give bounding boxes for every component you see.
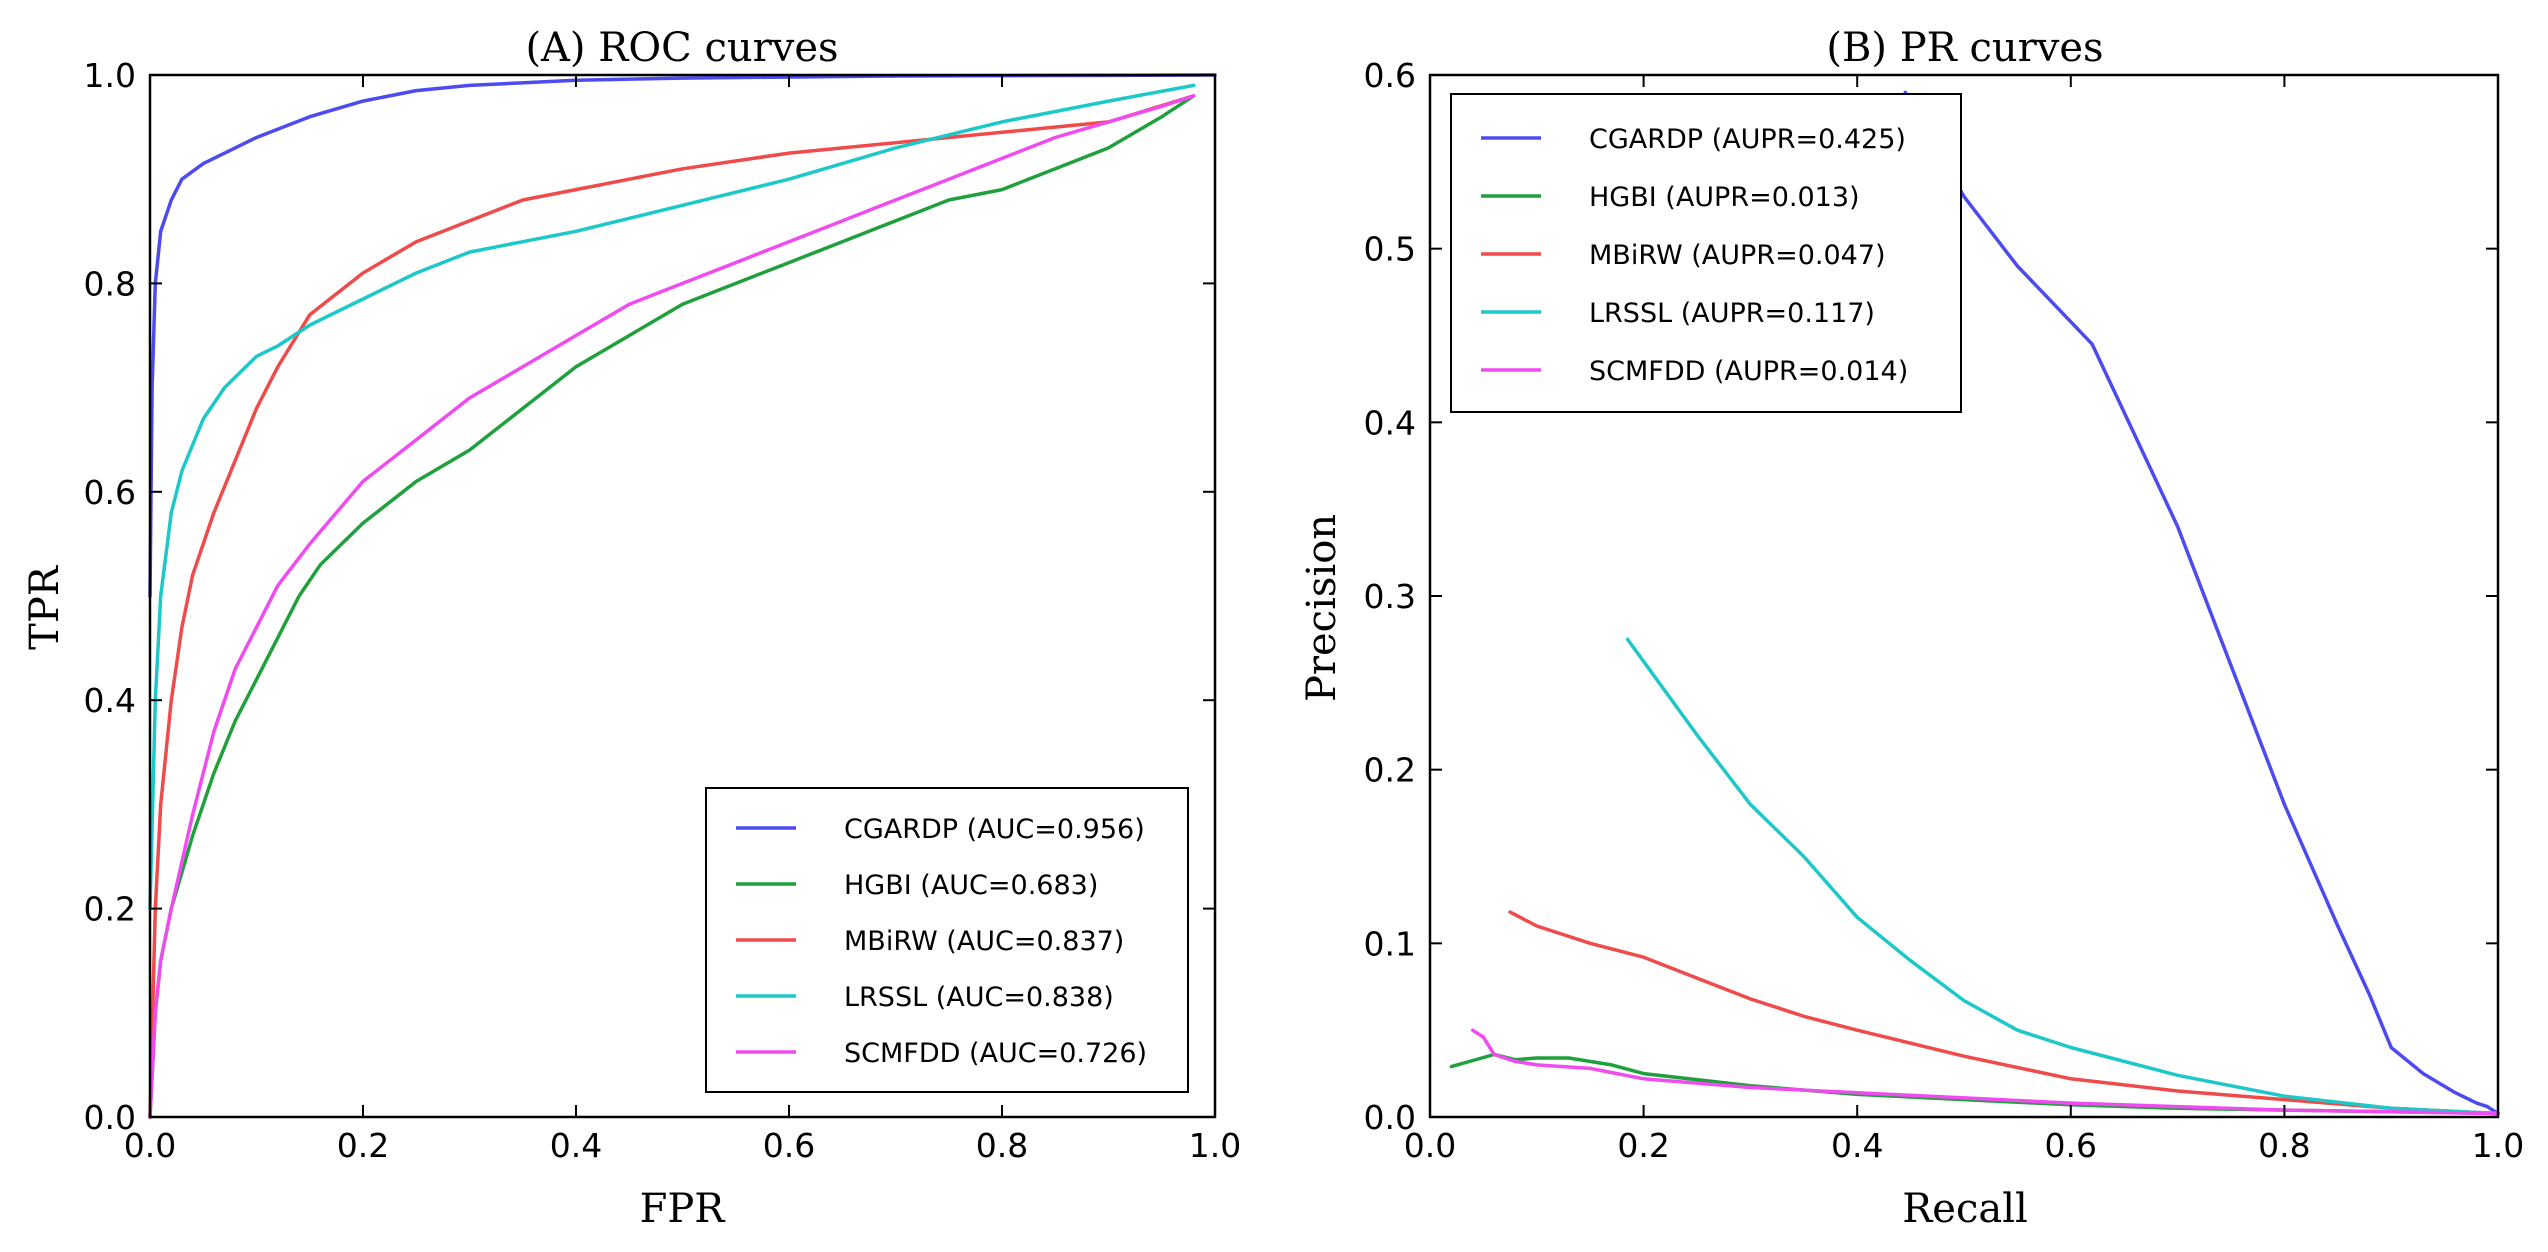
roc-x-tick-label: 1.0 (1189, 1126, 1241, 1165)
roc-panel: (A) ROC curves FPR TPR 0.0 0.2 0.4 0.6 0.8 1.… (22, 25, 1241, 1232)
pr-y-tick-label: 0.5 (1364, 230, 1416, 269)
pr-x-tick-label: 1.0 (2472, 1126, 2524, 1165)
roc-x-tick-label: 0.0 (124, 1126, 176, 1165)
roc-legend: CGARDP (AUC=0.956) HGBI (AUC=0.683) MBiRW … (705, 787, 1189, 1093)
pr-x-axis-label: Recall (1902, 1186, 2028, 1232)
roc-legend-label-lrssl: LRSSL (AUC=0.838) (844, 982, 1114, 1013)
roc-plot-frame (148, 73, 1217, 1119)
pr-x-tick-label: 0.0 (1404, 1126, 1456, 1165)
pr-series-mbirw (1508, 910, 2500, 1116)
roc-y-tick-label: 0.6 (84, 473, 136, 512)
roc-legend-label-cgardp: CGARDP (AUC=0.956) (844, 814, 1145, 845)
pr-y-tick-label: 0.6 (1364, 56, 1416, 95)
roc-y-tick-label: 0.0 (84, 1098, 136, 1137)
roc-y-tick-label: 1.0 (84, 56, 136, 95)
pr-plot-area (1449, 90, 2500, 1116)
pr-legend-label-scmfdd: SCMFDD (AUPR=0.014) (1589, 356, 1908, 387)
roc-x-tick-label: 0.8 (976, 1126, 1028, 1165)
roc-series-hgbi (148, 94, 1196, 1119)
pr-legend-label-mbirw: MBiRW (AUPR=0.047) (1589, 240, 1886, 271)
roc-plot-area (148, 73, 1217, 1119)
roc-legend-label-scmfdd: SCMFDD (AUC=0.726) (844, 1038, 1147, 1069)
pr-y-tick-label: 0.4 (1364, 403, 1416, 442)
pr-y-tick-label: 0.2 (1364, 751, 1416, 790)
pr-x-tick-label: 0.6 (2045, 1126, 2097, 1165)
roc-series-scmfdd (148, 94, 1196, 1119)
pr-legend-label-cgardp: CGARDP (AUPR=0.425) (1589, 124, 1906, 155)
pr-y-axis-label: Precision (1299, 514, 1345, 702)
pr-x-tick-label: 0.4 (1831, 1126, 1883, 1165)
roc-y-tick-label: 0.4 (84, 681, 136, 720)
roc-y-tick-label: 0.2 (84, 890, 136, 929)
roc-series-mbirw (148, 94, 1196, 1119)
pr-legend-label-hgbi: HGBI (AUPR=0.013) (1589, 182, 1860, 213)
roc-legend-label-mbirw: MBiRW (AUC=0.837) (844, 926, 1124, 957)
pr-y-tick-label: 0.0 (1364, 1098, 1416, 1137)
pr-title: (B) PR curves (1826, 25, 2103, 71)
roc-x-tick-label: 0.6 (763, 1126, 815, 1165)
pr-legend-label-lrssl: LRSSL (AUPR=0.117) (1589, 298, 1875, 329)
pr-x-tick-label: 0.2 (1617, 1126, 1669, 1165)
roc-legend-label-hgbi: HGBI (AUC=0.683) (844, 870, 1098, 901)
roc-title: (A) ROC curves (525, 25, 838, 71)
roc-x-tick-label: 0.2 (337, 1126, 389, 1165)
roc-series-lrssl (148, 83, 1196, 911)
pr-series-cgardp (1903, 90, 2500, 1116)
roc-x-axis-label: FPR (640, 1186, 727, 1232)
pr-series-lrssl (1625, 637, 2500, 1116)
roc-x-tick-label: 0.4 (550, 1126, 602, 1165)
pr-y-tick-label: 0.3 (1364, 577, 1416, 616)
pr-x-tick-label: 0.8 (2258, 1126, 2310, 1165)
pr-y-tick-label: 0.1 (1364, 924, 1416, 963)
pr-panel: (B) PR curves Recall Precision 0.0 0.2 0.4… (1299, 25, 2524, 1232)
pr-series-scmfdd (1470, 1028, 2500, 1116)
pr-legend: CGARDP (AUPR=0.425) HGBI (AUPR=0.013) MBiR… (1450, 93, 1962, 413)
roc-y-tick-label: 0.8 (84, 264, 136, 303)
roc-y-axis-label: TPR (22, 564, 68, 650)
roc-series-cgardp (148, 73, 1217, 598)
